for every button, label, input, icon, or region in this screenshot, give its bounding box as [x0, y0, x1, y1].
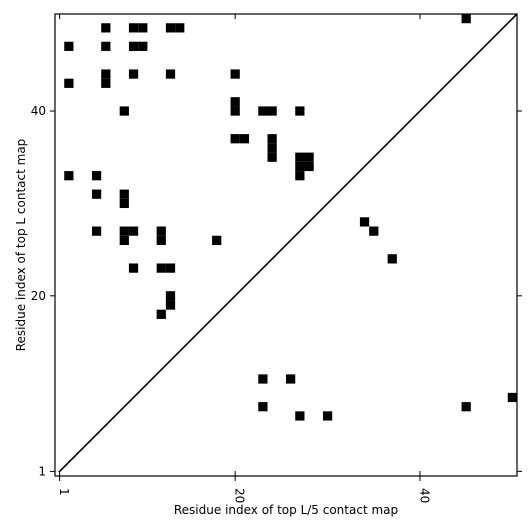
upper-contact-point — [91, 226, 102, 236]
upper-contact-point — [369, 226, 379, 236]
upper-contact-point — [119, 189, 129, 199]
y-tick-label: 40 — [31, 104, 46, 118]
x-tick-label: 1 — [57, 488, 71, 496]
upper-contact-point — [128, 41, 139, 51]
axis-ticks-layer: 1 20 40 1 20 40 — [31, 14, 522, 503]
upper-contact-point — [101, 41, 111, 51]
upper-contact-point — [212, 235, 222, 245]
y-tick-label: 20 — [31, 289, 46, 303]
upper-contact-point — [138, 41, 148, 51]
upper-contact-point — [165, 23, 176, 33]
upper-contact-point — [165, 69, 176, 79]
upper-contact-point — [128, 23, 139, 33]
upper-contact-point — [359, 217, 370, 227]
lower-contact-point — [295, 411, 305, 421]
x-tick-label: 40 — [417, 488, 431, 503]
upper-contact-point — [295, 161, 305, 172]
upper-contact-point — [267, 134, 277, 144]
upper-contact-point — [230, 97, 240, 107]
upper-contact-point — [230, 134, 240, 144]
lower-contact-point — [286, 374, 296, 384]
upper-contact-point — [156, 309, 166, 319]
upper-contact-point — [91, 171, 102, 181]
upper-contact-point — [267, 152, 277, 162]
upper-contact-point — [119, 198, 129, 209]
upper-contact-point — [64, 171, 74, 181]
upper-contact-point — [119, 226, 129, 236]
upper-contact-point — [128, 263, 139, 273]
upper-contact-point — [156, 263, 166, 273]
upper-contact-point — [91, 189, 102, 199]
lower-contact-point — [322, 411, 333, 421]
upper-contact-point — [295, 171, 305, 181]
x-axis-label: Residue index of top L/5 contact map — [174, 503, 398, 517]
upper-contact-point — [165, 263, 176, 273]
lower-contact-point — [461, 402, 471, 412]
upper-contact-point — [175, 23, 185, 33]
upper-contact-point — [258, 106, 268, 116]
upper-contact-point — [230, 106, 240, 116]
upper-contact-point — [267, 143, 277, 153]
upper-contact-point — [119, 235, 129, 245]
upper-contact-point — [165, 291, 176, 301]
upper-contact-point — [387, 254, 397, 264]
upper-contact-point — [156, 226, 166, 236]
upper-contact-point — [156, 235, 166, 245]
y-axis-label: Residue index of top L contact map — [14, 139, 28, 352]
lower-contact-point — [507, 392, 517, 403]
lower-contact-point — [258, 374, 268, 384]
upper-contact-point — [64, 78, 74, 88]
y-tick-label: 1 — [38, 464, 46, 478]
upper-contact-point — [128, 69, 139, 79]
upper-contact-point — [295, 152, 305, 162]
upper-contact-point — [119, 106, 129, 116]
upper-contact-point — [138, 23, 148, 33]
diagonal-line — [58, 13, 518, 473]
plot-frame — [54, 13, 518, 477]
upper-contact-point — [230, 69, 240, 79]
upper-contact-point — [304, 161, 314, 172]
upper-contact-point — [128, 226, 139, 236]
upper-contact-point — [101, 78, 111, 88]
upper-contact-point — [165, 300, 176, 310]
upper-contact-point — [304, 152, 314, 162]
upper-contact-point — [461, 14, 471, 24]
upper-contact-point — [101, 69, 111, 79]
upper-contact-point — [267, 106, 277, 116]
upper-contact-point — [295, 106, 305, 116]
contact-points-layer — [64, 14, 517, 421]
upper-contact-point — [101, 23, 111, 33]
upper-contact-point — [64, 41, 74, 51]
upper-contact-point — [239, 134, 250, 144]
lower-contact-point — [258, 402, 268, 412]
x-tick-label: 20 — [233, 488, 247, 503]
